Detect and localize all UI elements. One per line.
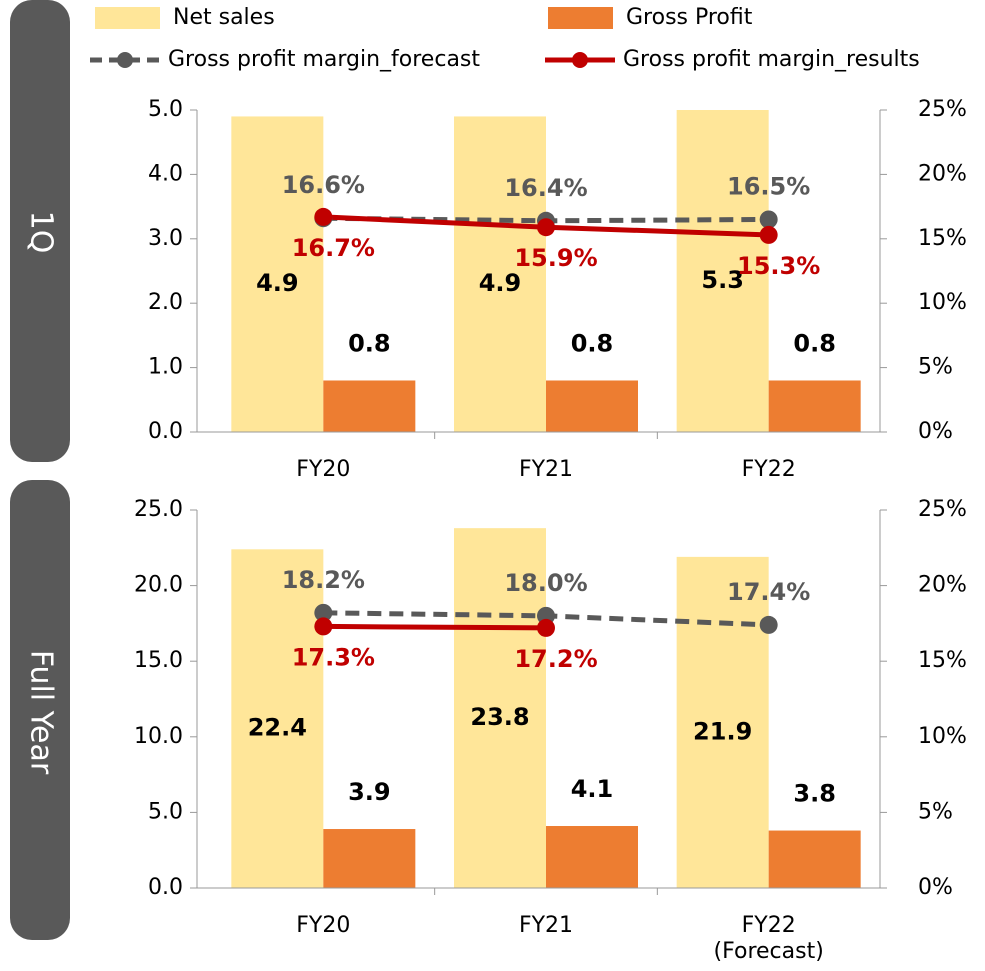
- y-tick-label: 20.0: [134, 573, 183, 598]
- data-label: 18.2%: [282, 566, 365, 594]
- y2-tick-label: 15%: [918, 226, 967, 251]
- data-label: 3.9: [348, 778, 391, 806]
- data-label: 4.9: [479, 269, 522, 297]
- y2-tick-label: 10%: [918, 290, 967, 315]
- x-tick-label: FY21: [519, 457, 573, 482]
- line: [323, 623, 547, 631]
- bar: [323, 829, 416, 888]
- bar: [323, 380, 416, 432]
- data-label: 4.1: [571, 775, 614, 803]
- data-label: 22.4: [248, 714, 307, 742]
- legend-marker: [572, 52, 588, 68]
- data-label: 16.7%: [292, 234, 375, 262]
- x-tick-label: FY21: [519, 913, 573, 938]
- data-label: 16.6%: [282, 171, 365, 199]
- bar: [676, 556, 769, 888]
- y2-tick-label: 25%: [918, 97, 967, 122]
- bar: [768, 380, 861, 432]
- y-tick-label: 4.0: [148, 161, 183, 186]
- y2-tick-label: 20%: [918, 573, 967, 598]
- panel-tab: [10, 0, 70, 462]
- y2-tick-label: 20%: [918, 161, 967, 186]
- legend-marker: [117, 52, 133, 68]
- data-label: 17.2%: [514, 645, 597, 673]
- marker: [314, 603, 333, 622]
- data-label: 21.9: [693, 717, 752, 745]
- bar: [231, 549, 324, 888]
- x-tick-label: FY20: [296, 457, 350, 482]
- marker: [759, 225, 778, 244]
- y2-tick-label: 0%: [918, 875, 953, 900]
- marker: [537, 218, 555, 237]
- bar: [454, 116, 546, 432]
- data-label: 16.5%: [727, 172, 810, 200]
- y2-tick-label: 10%: [918, 724, 967, 749]
- y-tick-label: 3.0: [148, 226, 183, 251]
- data-label: 0.8: [571, 329, 614, 357]
- bar: [676, 110, 769, 432]
- y2-tick-label: 5%: [918, 355, 953, 380]
- y-tick-label: 15.0: [134, 648, 183, 673]
- y-tick-label: 1.0: [148, 355, 183, 380]
- bar: [546, 380, 638, 432]
- y-tick-label: 0.0: [148, 419, 183, 444]
- bar: [546, 826, 638, 888]
- data-label: 0.8: [348, 329, 391, 357]
- legend-label: Gross profit margin_results: [623, 47, 920, 72]
- y2-tick-label: 5%: [918, 799, 953, 824]
- data-label: 3.8: [793, 780, 836, 808]
- data-label: 15.9%: [514, 244, 597, 272]
- marker: [314, 207, 333, 226]
- legend-label: Gross profit margin_forecast: [168, 47, 480, 72]
- y-tick-label: 5.0: [148, 799, 183, 824]
- bar: [454, 528, 546, 888]
- data-label: 0.8: [793, 329, 836, 357]
- y2-tick-label: 25%: [918, 497, 967, 522]
- marker: [759, 210, 778, 229]
- y-tick-label: 10.0: [134, 724, 183, 749]
- legend-label: Net sales: [173, 5, 275, 30]
- bar: [768, 830, 861, 888]
- x-tick-label: FY22: [742, 457, 796, 482]
- marker: [314, 617, 333, 636]
- data-label: 16.4%: [504, 174, 587, 202]
- legend-swatch: [95, 7, 160, 29]
- x-tick-label: FY20: [296, 913, 350, 938]
- y2-tick-label: 15%: [918, 648, 967, 673]
- y-tick-label: 2.0: [148, 290, 183, 315]
- legend-swatch: [548, 7, 613, 29]
- marker: [759, 615, 778, 634]
- panel-tab: [10, 480, 70, 940]
- data-label: 23.8: [470, 703, 529, 731]
- y-tick-label: 0.0: [148, 875, 183, 900]
- x-tick-label: FY22 (Forecast): [714, 913, 824, 964]
- bar: [231, 116, 324, 432]
- data-label: 17.3%: [292, 643, 375, 671]
- y-tick-label: 25.0: [134, 497, 183, 522]
- marker: [537, 618, 555, 637]
- data-label: 17.4%: [727, 578, 810, 606]
- y2-tick-label: 0%: [918, 419, 953, 444]
- data-label: 15.3%: [737, 252, 820, 280]
- legend-label: Gross Profit: [626, 5, 753, 30]
- data-label: 5.3: [701, 266, 744, 294]
- panel-title: 1Q: [24, 211, 59, 254]
- data-label: 18.0%: [504, 569, 587, 597]
- data-label: 4.9: [256, 269, 299, 297]
- panel-title: Full Year: [24, 650, 59, 775]
- y-tick-label: 5.0: [148, 97, 183, 122]
